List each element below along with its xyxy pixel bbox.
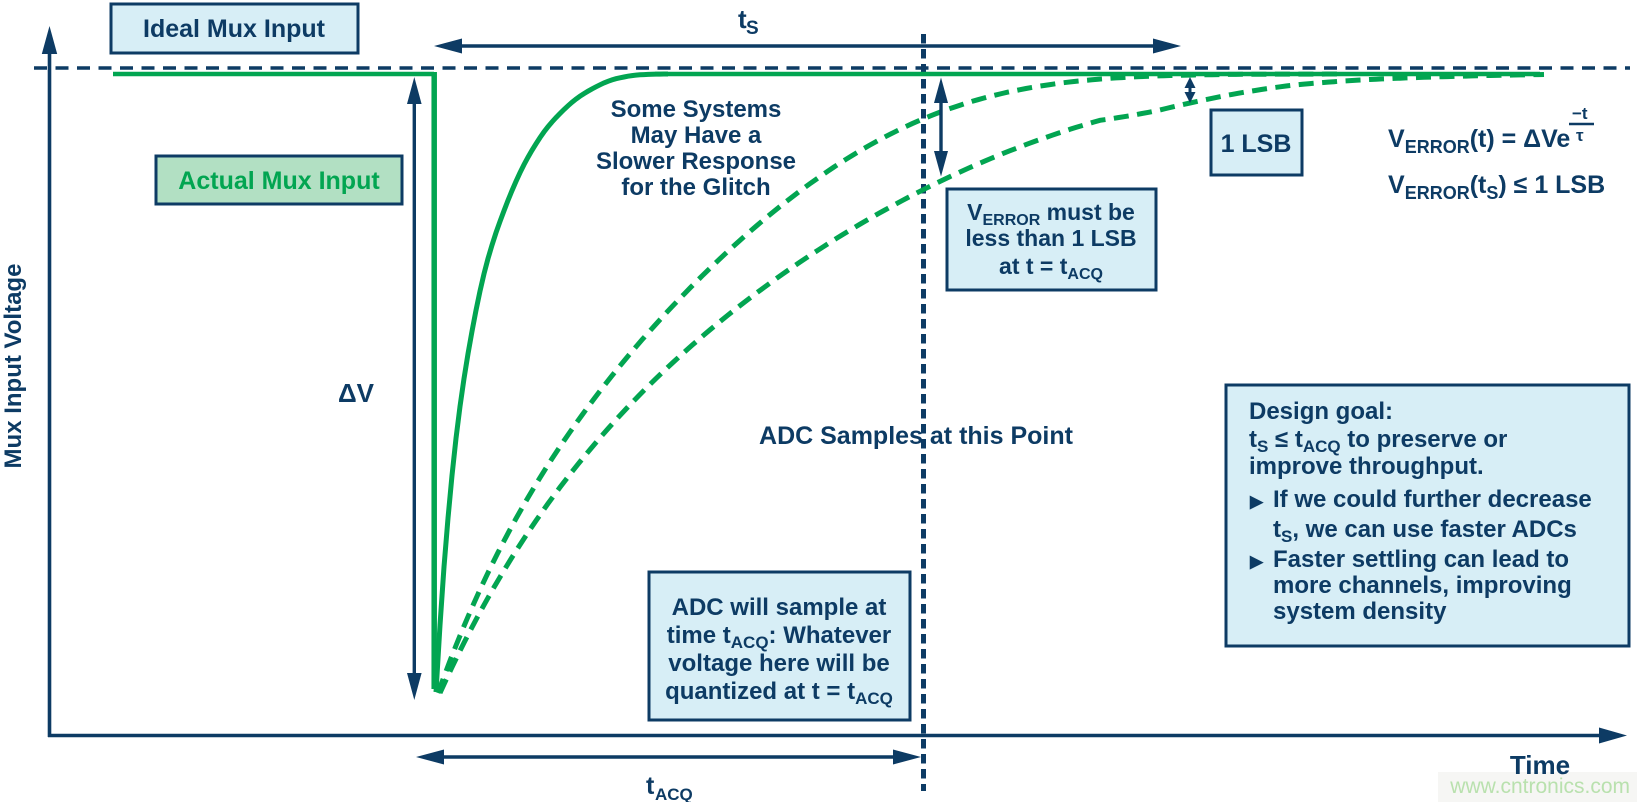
svg-text:tS ≤ tACQ to preserve or: tS ≤ tACQ to preserve or [1249, 426, 1507, 456]
svg-text:Mux Input Voltage: Mux Input Voltage [0, 264, 27, 469]
svg-text:VERROR(tS) ≤ 1 LSB: VERROR(tS) ≤ 1 LSB [1388, 171, 1605, 203]
svg-text:Design goal:: Design goal: [1249, 398, 1393, 425]
svg-text:ACQ: ACQ [655, 785, 693, 802]
svg-text:ADC will sample at: ADC will sample at [672, 594, 887, 621]
svg-text:at t = tACQ: at t = tACQ [999, 253, 1103, 283]
svg-text:Time: Time [1510, 750, 1570, 780]
svg-text:t: t [738, 4, 747, 34]
svg-text:▶: ▶ [1249, 492, 1264, 511]
svg-text:quantized at t = tACQ: quantized at t = tACQ [665, 678, 893, 708]
svg-text:voltage here will be: voltage here will be [668, 650, 889, 677]
svg-text:Slower Response: Slower Response [596, 148, 796, 175]
svg-text:improve throughput.: improve throughput. [1249, 453, 1484, 480]
svg-text:for the Glitch: for the Glitch [621, 174, 770, 201]
svg-text:1 LSB: 1 LSB [1221, 130, 1292, 158]
svg-text:t: t [646, 772, 655, 800]
svg-text:tS, we can use faster ADCs: tS, we can use faster ADCs [1273, 516, 1577, 546]
svg-text:May Have a: May Have a [631, 122, 762, 149]
svg-text:Faster settling can lead to: Faster settling can lead to [1273, 546, 1569, 573]
svg-text:VERROR must be: VERROR must be [967, 199, 1135, 229]
svg-text:VERROR(t) = ΔVe: VERROR(t) = ΔVe [1388, 125, 1570, 157]
svg-text:−t: −t [1572, 104, 1588, 123]
svg-text:less than 1 LSB: less than 1 LSB [965, 225, 1136, 251]
svg-text:www.cntronics.com: www.cntronics.com [1449, 775, 1630, 798]
svg-text:Actual Mux Input: Actual Mux Input [178, 167, 380, 195]
svg-text:system density: system density [1273, 598, 1447, 625]
svg-text:S: S [746, 18, 759, 39]
svg-text:ΔV: ΔV [338, 378, 375, 408]
svg-text:time tACQ: Whatever: time tACQ: Whatever [667, 622, 892, 652]
svg-text:τ: τ [1576, 126, 1584, 145]
svg-text:ADC Samples at this Point: ADC Samples at this Point [759, 422, 1074, 450]
svg-text:If we could further decrease: If we could further decrease [1273, 486, 1592, 513]
svg-text:Some Systems: Some Systems [611, 96, 782, 123]
svg-text:more channels, improving: more channels, improving [1273, 572, 1572, 599]
svg-text:Ideal Mux Input: Ideal Mux Input [143, 15, 326, 43]
svg-text:▶: ▶ [1249, 552, 1264, 571]
